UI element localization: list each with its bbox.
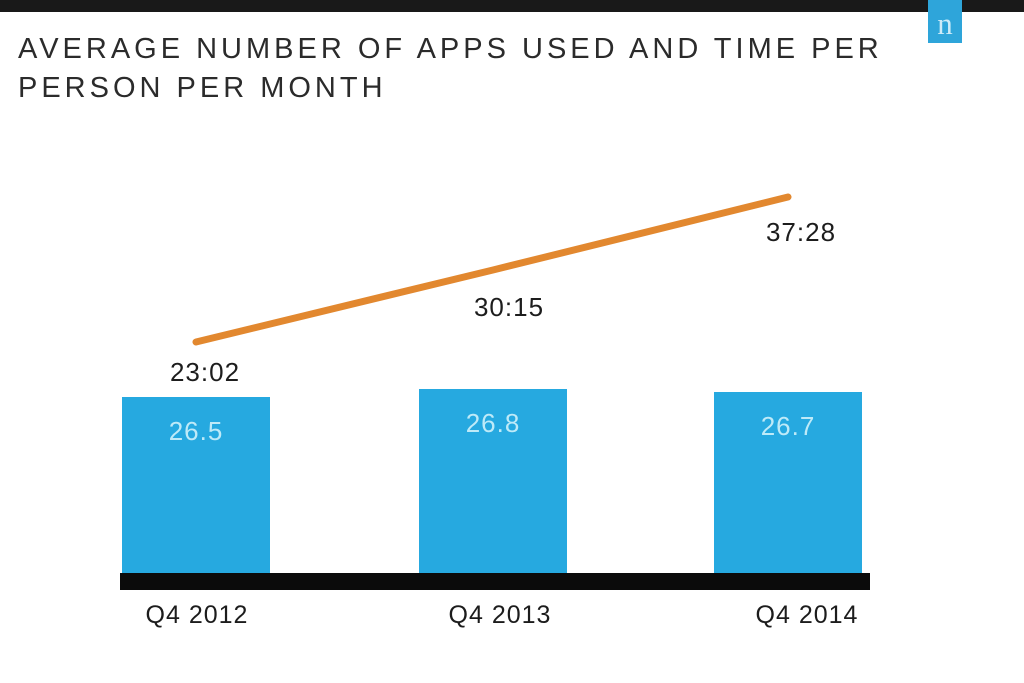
bar-q4-2014: 26.7 [714, 392, 862, 573]
bar-value-label-q4-2013: 26.8 [465, 408, 521, 438]
time-label-q4-2012: 23:02 [169, 357, 241, 387]
trend-polyline [192, 193, 792, 346]
x-axis-label-q4-2012: Q4 2012 [145, 601, 249, 629]
chart-title-line2: PERSON PER MONTH [18, 72, 387, 104]
bar-value-label-q4-2014: 26.7 [760, 411, 816, 441]
nielsen-logo-letter: n [937, 5, 953, 41]
nielsen-logo: n [928, 0, 962, 43]
chart-title-line1: AVERAGE NUMBER OF APPS USED AND TIME PER [18, 33, 883, 65]
chart-title: AVERAGE NUMBER OF APPS USED AND TIME PER… [18, 30, 883, 108]
time-label-q4-2014: 37:28 [765, 217, 837, 247]
x-axis-label-q4-2014: Q4 2014 [755, 601, 859, 629]
top-border-bar [0, 0, 1024, 12]
time-label-q4-2013: 30:15 [473, 292, 545, 322]
x-axis-baseline [120, 573, 870, 590]
bar-value-label-q4-2012: 26.5 [168, 416, 224, 446]
bar-q4-2012: 26.5 [122, 397, 270, 573]
bar-q4-2013: 26.8 [419, 389, 567, 573]
x-axis-label-q4-2013: Q4 2013 [448, 601, 552, 629]
